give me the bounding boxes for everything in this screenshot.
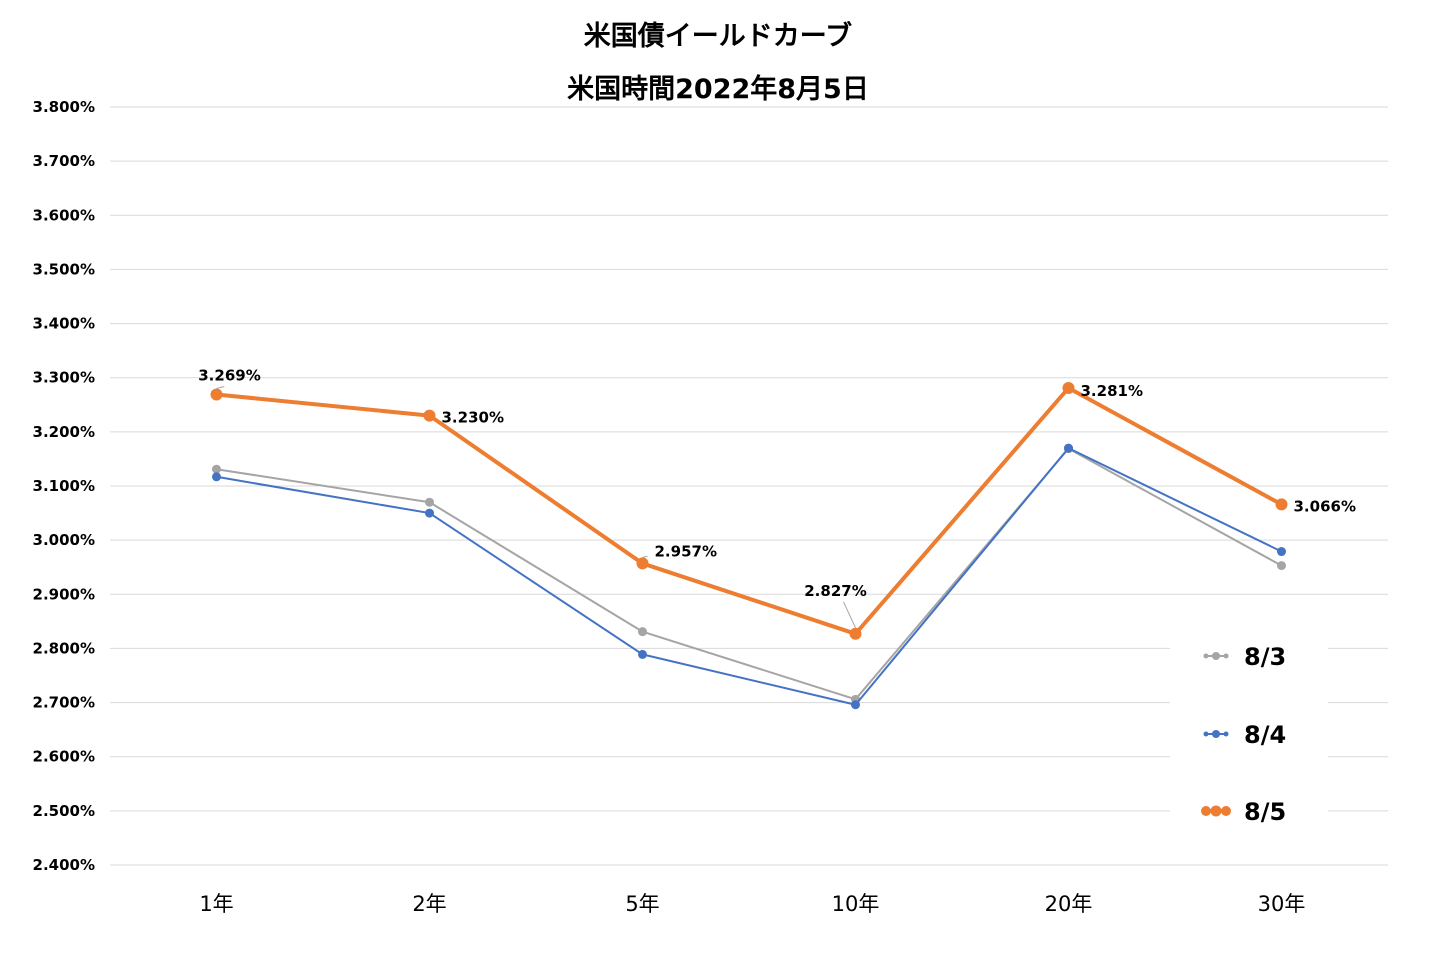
y-tick-label: 3.800% (33, 98, 95, 116)
data-point (425, 508, 434, 518)
y-tick-label: 3.200% (33, 423, 95, 441)
data-point (638, 627, 647, 637)
legend-label: 8/3 (1244, 643, 1286, 671)
legend-swatch-marker (1212, 730, 1220, 738)
y-tick-label: 2.400% (33, 856, 95, 874)
legend-swatch-marker (1221, 806, 1231, 816)
data-label: 3.281% (1081, 382, 1143, 400)
data-label: 3.230% (442, 409, 504, 427)
data-label: 3.066% (1294, 497, 1356, 515)
y-axis-ticks: 3.800% 3.700% 3.600% 3.500% 3.400% 3.300% 3.20… (33, 98, 95, 874)
legend-swatch-marker (1201, 806, 1211, 816)
legend-label: 8/5 (1244, 798, 1286, 826)
data-point (1275, 498, 1288, 511)
y-tick-label: 3.300% (33, 369, 95, 387)
y-tick-label: 3.700% (33, 152, 95, 170)
y-tick-label: 2.700% (33, 694, 95, 712)
x-tick-label: 20年 (1045, 892, 1093, 916)
y-tick-label: 2.800% (33, 639, 95, 657)
series-8-3 (212, 444, 1286, 704)
legend-swatch-marker (1212, 652, 1220, 660)
legend-box (1170, 625, 1328, 840)
legend-item-8-4: 8/4 (1203, 721, 1286, 749)
y-tick-label: 2.900% (33, 585, 95, 603)
chart-subtitle: 米国時間2022年8月5日 (567, 73, 869, 105)
y-tick-label: 3.400% (33, 315, 95, 333)
y-tick-label: 3.100% (33, 477, 95, 495)
series-8-5 (210, 382, 1288, 640)
x-axis-ticks: 1年 2年 5年 10年 20年 30年 (199, 892, 1305, 916)
legend-swatch-marker (1223, 653, 1229, 659)
series-line (216, 386, 1283, 636)
data-point (423, 409, 436, 422)
data-label: 2.827% (804, 582, 866, 600)
chart-title: 米国債イールドカーブ (584, 20, 852, 52)
data-label-leader (843, 601, 856, 629)
data-point (210, 388, 223, 401)
y-tick-label: 2.500% (33, 802, 95, 820)
y-tick-label: 3.000% (33, 531, 95, 549)
series-8-4 (212, 443, 1286, 710)
data-point (638, 649, 647, 659)
data-point (849, 627, 862, 640)
x-tick-label: 1年 (199, 892, 233, 916)
x-tick-label: 2年 (412, 892, 446, 916)
legend-item-8-3: 8/3 (1203, 643, 1286, 671)
data-point (636, 557, 649, 570)
legend-swatch-marker (1203, 653, 1209, 659)
data-point (1062, 382, 1075, 395)
y-tick-label: 3.600% (33, 206, 95, 224)
data-point (212, 464, 221, 474)
data-point (212, 472, 221, 482)
data-label: 3.269% (198, 366, 260, 384)
legend-swatch-marker (1210, 805, 1222, 817)
data-label-leader (216, 386, 225, 389)
series-line (216, 447, 1282, 701)
y-tick-label: 2.600% (33, 748, 95, 766)
x-tick-label: 30年 (1258, 892, 1306, 916)
legend-label: 8/4 (1244, 721, 1286, 749)
x-tick-label: 5年 (625, 892, 659, 916)
data-point (851, 700, 860, 710)
y-tick-label: 3.500% (33, 260, 95, 278)
data-point (425, 497, 434, 507)
series-lines (210, 382, 1288, 710)
data-label: 2.957% (655, 542, 717, 560)
data-point (1277, 547, 1286, 557)
series-line (216, 447, 1282, 706)
data-labels: 3.269% 3.230% 2.957% 2.827% 3.281% 3.066% (198, 366, 1356, 629)
legend-item-8-5: 8/5 (1201, 798, 1286, 826)
legend: 8/3 8/4 8/5 (1170, 625, 1328, 840)
data-label-leader (642, 555, 648, 558)
data-point (1064, 443, 1073, 453)
data-point (1277, 561, 1286, 571)
legend-swatch-marker (1223, 731, 1229, 737)
legend-swatch-marker (1203, 731, 1209, 737)
x-tick-label: 10年 (832, 892, 880, 916)
